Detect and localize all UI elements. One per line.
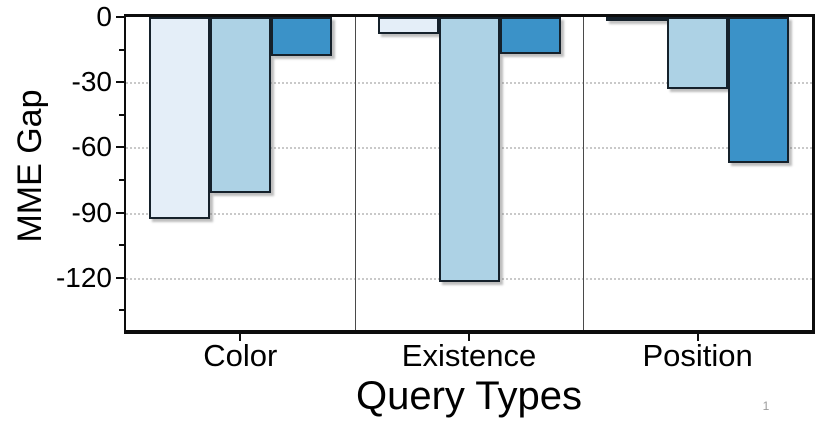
x-tick-color [239,334,242,341]
y-major-tick [116,16,124,18]
y-major-tick [116,211,124,214]
y-minor-tick [119,244,124,247]
category-separator [583,17,584,330]
y-tick-label: -120 [55,261,112,293]
bar-position-2 [667,17,729,89]
bar-color-3 [270,17,332,57]
y-tick-label: -30 [71,66,112,98]
bar-existence-2 [438,17,500,283]
x-axis-title: Query Types [355,374,583,418]
x-tick-existence [468,334,470,341]
y-tick-label: 0 [96,1,112,32]
bar-existence-3 [499,17,561,54]
y-major-tick [116,276,124,279]
plot-area [124,14,815,334]
y-minor-tick [119,113,124,116]
page-number-watermark: 1 [762,399,770,413]
y-minor-tick [119,48,124,51]
x-tick-position [696,334,699,341]
category-separator [355,17,356,330]
bar-color-2 [209,17,271,194]
bar-existence-1 [377,17,439,35]
bar-position-3 [728,17,790,163]
y-major-tick [116,81,124,84]
y-major-tick [116,146,124,149]
y-minor-tick [119,179,124,182]
bar-position-1 [606,17,668,22]
y-tick-label: -90 [71,196,112,228]
bar-color-1 [148,17,210,220]
category-label-color: Color [203,338,278,373]
y-tick-label: -60 [71,131,112,163]
category-label-existence: Existence [401,338,537,373]
y-minor-tick [119,309,124,312]
category-label-position: Position [642,338,753,373]
